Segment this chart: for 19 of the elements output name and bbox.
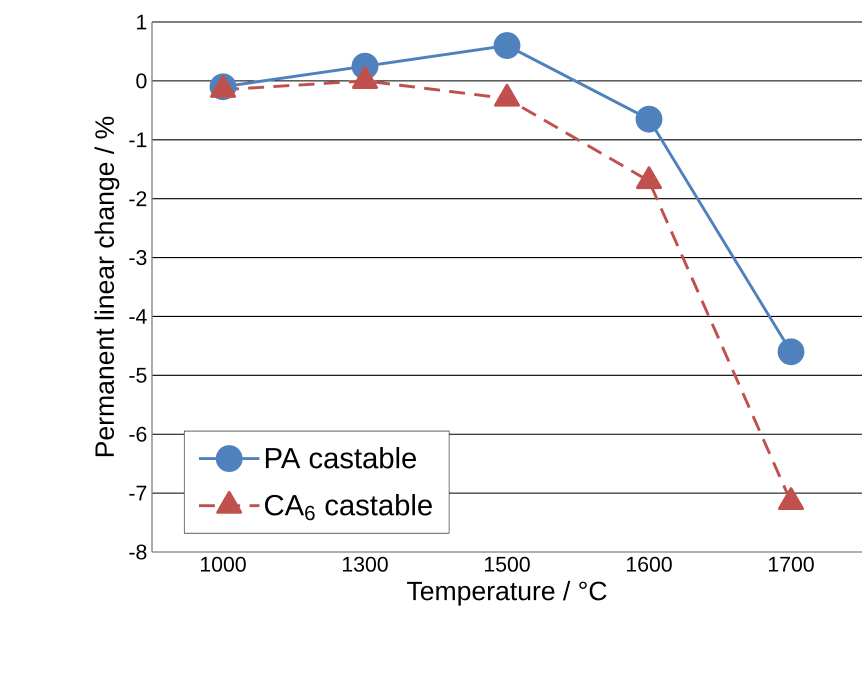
x-tick-label: 1000 <box>200 556 246 572</box>
y-tick-label: -3 <box>129 250 146 266</box>
y-tick-label: -8 <box>129 544 146 560</box>
legend-label: PA castable <box>266 446 416 468</box>
x-tick-label: 1600 <box>626 556 672 572</box>
x-tick-label: 1300 <box>342 556 388 572</box>
x-tick-label: 1700 <box>768 556 814 572</box>
y-tick-label: -7 <box>129 486 146 500</box>
y-tick-label: -1 <box>129 132 146 148</box>
y-axis-title: Permanent linear change / % <box>94 116 120 456</box>
y-tick-label: 0 <box>136 73 146 88</box>
y-tick-label: -5 <box>129 368 146 383</box>
y-tick-label: -4 <box>129 309 147 324</box>
legend-label: CA$_{6}$ castable <box>265 494 432 520</box>
y-tick-label: -2 <box>129 191 146 206</box>
x-tick-label: 1500 <box>484 556 530 572</box>
x-axis-title: Temperature / °C <box>407 580 606 606</box>
y-tick-label: 1 <box>137 14 146 30</box>
y-tick-label: -6 <box>129 426 146 442</box>
